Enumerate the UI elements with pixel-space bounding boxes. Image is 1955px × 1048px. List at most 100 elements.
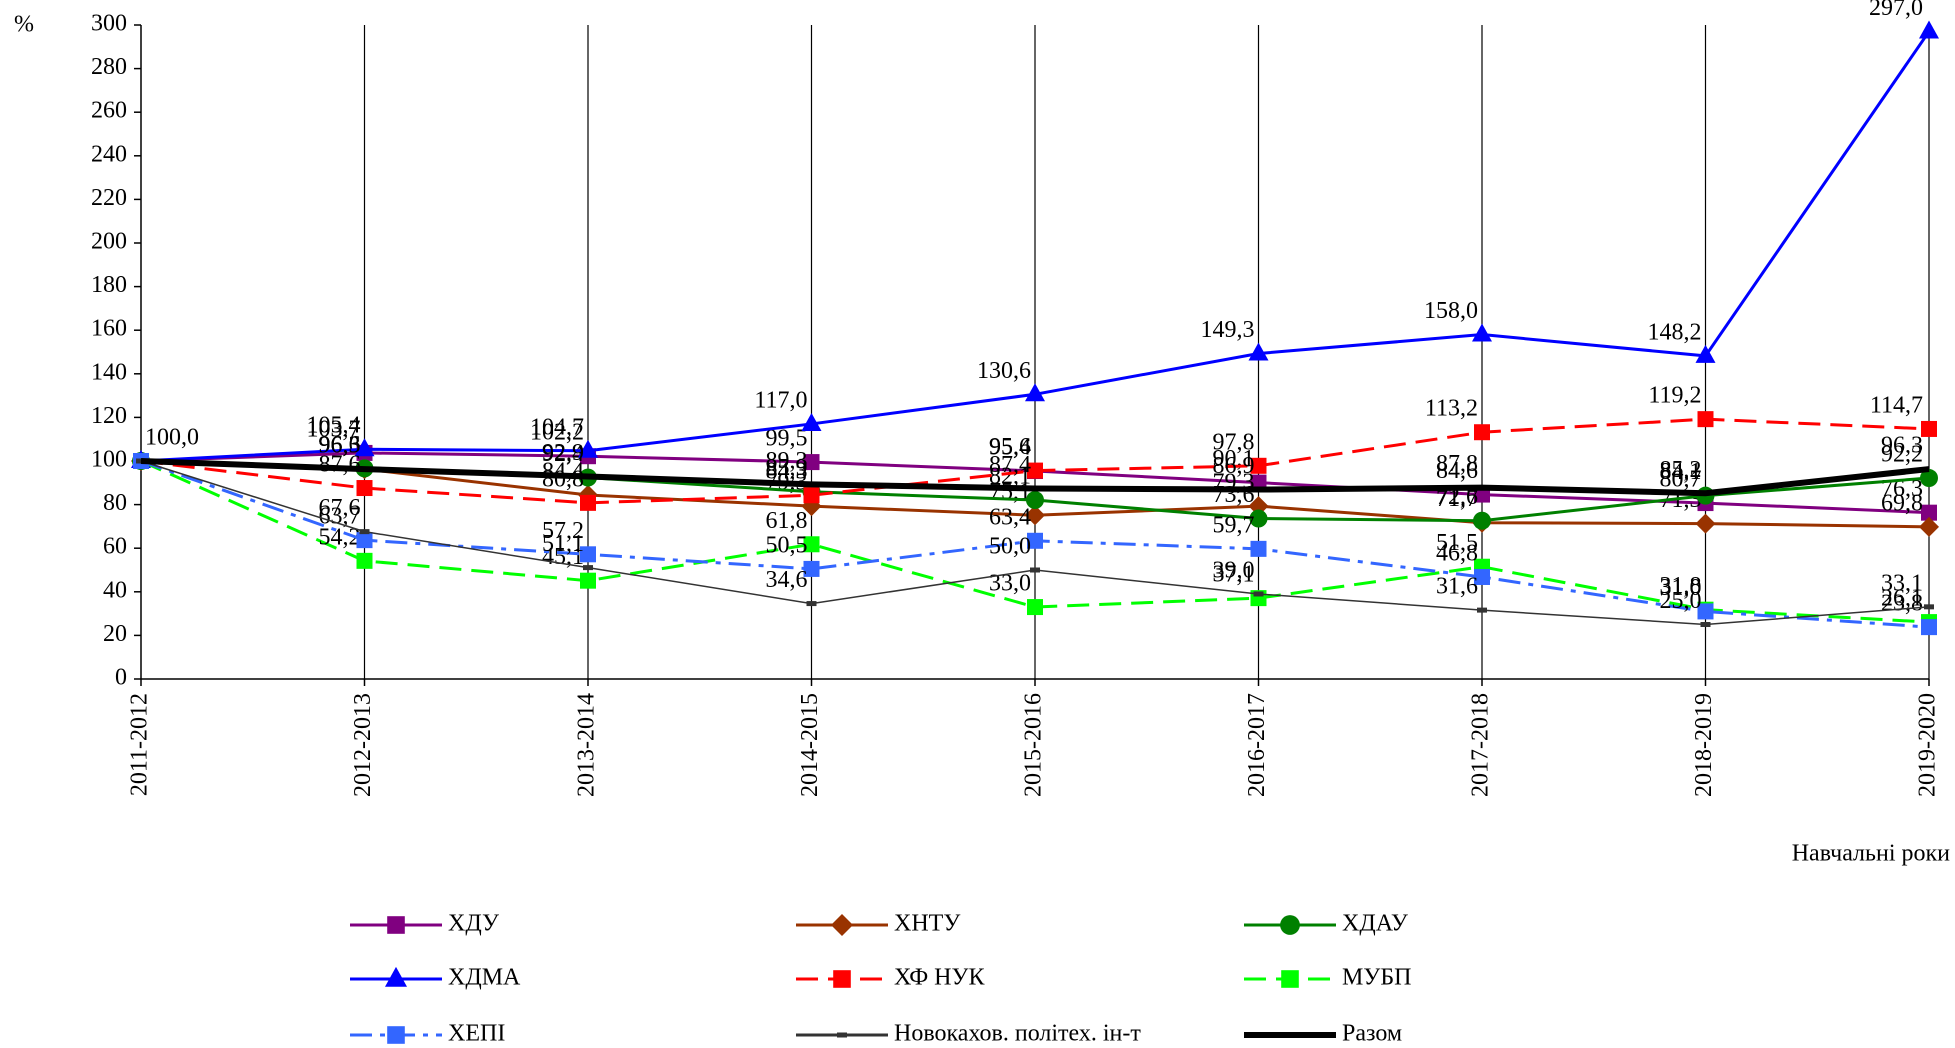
- data-label: 89,3: [766, 448, 808, 474]
- data-label: 69,8: [1881, 490, 1923, 516]
- data-label: 92,4: [542, 441, 584, 467]
- marker: [387, 916, 405, 934]
- marker: [387, 1026, 405, 1044]
- y-tick-label: 0: [115, 665, 127, 691]
- marker: [580, 572, 596, 589]
- data-label: 114,7: [1870, 392, 1923, 418]
- data-label: 119,2: [1648, 383, 1701, 409]
- x-tick-label: 2017-2018: [1468, 693, 1494, 797]
- legend-label: ХДАУ: [1342, 911, 1408, 937]
- data-label: 67,6: [319, 495, 361, 521]
- data-label: 87,4: [989, 452, 1031, 478]
- data-label: 95,6: [989, 434, 1031, 460]
- data-label: 46,8: [1436, 540, 1478, 566]
- data-label: 97,8: [1213, 429, 1255, 455]
- data-label: 96,3: [319, 433, 361, 459]
- legend-item: ХДМА: [350, 965, 521, 991]
- y-tick-label: 100: [91, 447, 127, 473]
- y-tick-label: 60: [103, 534, 127, 560]
- data-label: 96,3: [1881, 433, 1923, 459]
- legend-item: МУБП: [1244, 965, 1411, 991]
- x-tick-label: 2012-2013: [350, 693, 376, 797]
- data-label: 33,0: [989, 571, 1031, 597]
- y-tick-label: 120: [91, 403, 127, 429]
- marker: [1921, 420, 1937, 437]
- y-unit: %: [14, 12, 34, 38]
- marker: [583, 565, 593, 571]
- data-label: 104,7: [530, 414, 584, 440]
- marker: [801, 412, 822, 431]
- marker: [1477, 607, 1487, 613]
- data-label: 80,8: [542, 466, 584, 492]
- x-tick-label: 2015-2016: [1021, 693, 1047, 797]
- legend-item: ХЕПІ: [350, 1021, 505, 1047]
- marker: [837, 1032, 847, 1038]
- x-tick-label: 2016-2017: [1244, 693, 1270, 797]
- marker: [831, 914, 853, 936]
- data-label: 37,1: [1213, 562, 1255, 588]
- data-label: 63,7: [319, 504, 361, 530]
- marker: [1697, 603, 1714, 620]
- data-label: 105,4: [307, 413, 361, 439]
- marker: [1919, 20, 1939, 39]
- data-label: 34,6: [766, 567, 808, 593]
- data-label: 85,2: [1660, 457, 1702, 483]
- data-label: 103,7: [307, 416, 361, 442]
- legend-item: ХНТУ: [796, 911, 960, 937]
- marker: [1921, 619, 1937, 636]
- data-label: 73,6: [1213, 482, 1255, 508]
- marker: [1027, 532, 1043, 549]
- legend-label: МУБП: [1342, 965, 1411, 991]
- legend-label: Разом: [1342, 1021, 1402, 1047]
- data-label: 130,6: [977, 358, 1031, 384]
- marker: [1027, 462, 1043, 479]
- marker: [1025, 383, 1045, 402]
- data-label: 63,4: [989, 504, 1031, 530]
- x-tick-label: 2014-2015: [797, 693, 823, 797]
- marker: [354, 438, 375, 457]
- marker: [803, 536, 820, 553]
- data-label: 59,7: [1213, 512, 1255, 538]
- marker: [803, 487, 820, 504]
- data-label: 87,6: [319, 452, 361, 478]
- marker: [356, 532, 373, 549]
- data-label: 149,3: [1201, 317, 1255, 343]
- marker: [1924, 604, 1934, 610]
- data-label: 113,2: [1425, 396, 1478, 422]
- marker: [803, 560, 820, 577]
- marker: [1920, 469, 1938, 488]
- x-tick-label: 2013-2014: [574, 693, 600, 797]
- data-label: 85,9: [766, 455, 808, 481]
- marker: [1253, 591, 1264, 597]
- marker: [803, 454, 820, 471]
- y-tick-label: 280: [91, 54, 127, 80]
- marker: [1250, 540, 1267, 557]
- legend-label: Новокахов. політех. ін-т: [894, 1021, 1141, 1047]
- x-tick-label: 2018-2019: [1691, 693, 1717, 797]
- marker: [356, 552, 373, 569]
- data-label: 50,0: [989, 534, 1031, 560]
- data-label: 61,8: [766, 508, 808, 534]
- data-label: 33,1: [1881, 570, 1923, 596]
- y-tick-label: 200: [91, 229, 127, 255]
- legend-item: Разом: [1244, 1021, 1402, 1047]
- data-label: 100,0: [145, 425, 199, 451]
- marker: [580, 494, 596, 511]
- x-axis-label: Навчальні роки: [1792, 841, 1950, 867]
- y-tick-label: 40: [103, 577, 127, 603]
- marker: [359, 529, 370, 535]
- data-label: 158,0: [1424, 298, 1478, 324]
- data-label: 57,2: [542, 518, 584, 544]
- marker: [1026, 491, 1044, 510]
- marker: [1030, 567, 1040, 573]
- marker: [1700, 622, 1711, 627]
- data-label: 31,0: [1660, 575, 1702, 601]
- data-label: 50,5: [766, 532, 808, 558]
- y-tick-label: 240: [91, 141, 127, 167]
- data-label: 25,0: [1660, 588, 1702, 614]
- legend-label: ХДМА: [448, 965, 521, 991]
- legend-item: ХФ НУК: [796, 965, 986, 991]
- marker: [385, 966, 407, 987]
- x-tick-label: 2011-2012: [127, 693, 153, 796]
